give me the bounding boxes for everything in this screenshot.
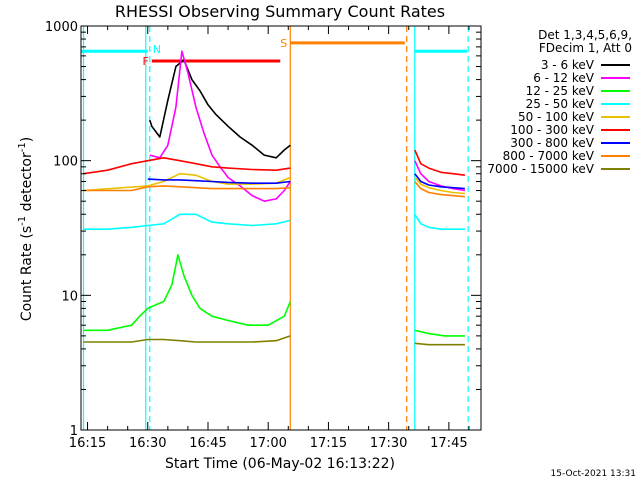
legend-label-6: 300 - 800 keV bbox=[510, 136, 594, 150]
series-lines: NF S bbox=[81, 26, 469, 430]
legend-header-1: Det 1,3,4,5,6,9, bbox=[538, 28, 632, 42]
series-line-5 bbox=[83, 157, 291, 175]
series2-line-3 bbox=[414, 176, 465, 195]
legend-label-4: 50 - 100 keV bbox=[518, 110, 595, 124]
series2-line-7 bbox=[414, 342, 465, 346]
x-tick-label-6: 17:45 bbox=[430, 436, 467, 451]
legend-label-7: 800 - 7000 keV bbox=[503, 149, 595, 163]
legend-label-8: 7000 - 15000 keV bbox=[487, 162, 594, 176]
y-axis-label-end: ) bbox=[19, 137, 35, 142]
plot-frame bbox=[80, 25, 482, 431]
series2-line-2 bbox=[414, 173, 465, 190]
legend-label-5: 100 - 300 keV bbox=[510, 123, 594, 137]
y-axis-label-mid: detector bbox=[19, 152, 35, 216]
series-line-8 bbox=[83, 335, 291, 343]
series-line-1 bbox=[149, 50, 291, 202]
chart-title: RHESSI Observing Summary Count Rates bbox=[115, 2, 445, 21]
axis-ticks: 16:15 16:30 16:45 17:00 17:15 17:30 17:45 1 10 10… bbox=[45, 20, 481, 451]
series-line-2 bbox=[83, 254, 292, 332]
x-tick-label-5: 17:30 bbox=[370, 436, 407, 451]
x-axis-label: Start Time (06-May-02 16:13:22) bbox=[165, 456, 395, 472]
x-tick-label-1: 16:30 bbox=[129, 436, 166, 451]
legend-label-1: 6 - 12 keV bbox=[533, 71, 595, 85]
series-line-0 bbox=[149, 59, 291, 159]
x-tick-label-3: 17:00 bbox=[249, 436, 286, 451]
series-line-7 bbox=[83, 185, 291, 192]
y-axis-label-sup2: -1 bbox=[17, 142, 28, 152]
x-tick-label-2: 16:45 bbox=[189, 436, 226, 451]
series2-line-5 bbox=[414, 213, 465, 230]
series2-line-1 bbox=[414, 160, 466, 192]
flag-label-S: S bbox=[280, 37, 287, 50]
legend-header-2: FDecim 1, Att 0 bbox=[539, 41, 632, 55]
y-tick-label-2: 100 bbox=[53, 155, 78, 170]
y-axis-label: Count Rate (s-1 detector-1) bbox=[17, 137, 35, 321]
x-tick-label-0: 16:15 bbox=[69, 436, 106, 451]
flag-label-F: F bbox=[142, 55, 148, 68]
series2-line-6 bbox=[414, 329, 465, 337]
series2-line-4 bbox=[414, 180, 465, 198]
night-label: N bbox=[153, 43, 161, 56]
y-tick-label-0: 1 bbox=[70, 424, 78, 439]
series2-line-0 bbox=[414, 149, 465, 176]
legend-label-2: 12 - 25 keV bbox=[526, 84, 595, 98]
legend-label-3: 25 - 50 keV bbox=[526, 97, 595, 111]
y-tick-label-1: 10 bbox=[61, 289, 78, 304]
y-axis-label-main: Count Rate (s bbox=[19, 226, 35, 321]
series-line-3 bbox=[83, 213, 291, 230]
legend-label-0: 3 - 6 keV bbox=[541, 58, 595, 72]
x-tick-label-4: 17:15 bbox=[310, 436, 347, 451]
y-tick-label-3: 1000 bbox=[45, 20, 78, 35]
plot-border bbox=[80, 25, 482, 431]
series-line-6 bbox=[147, 178, 291, 184]
footer-timestamp: 15-Oct-2021 13:31 bbox=[551, 469, 636, 479]
y-axis-label-sup1: -1 bbox=[17, 216, 28, 226]
